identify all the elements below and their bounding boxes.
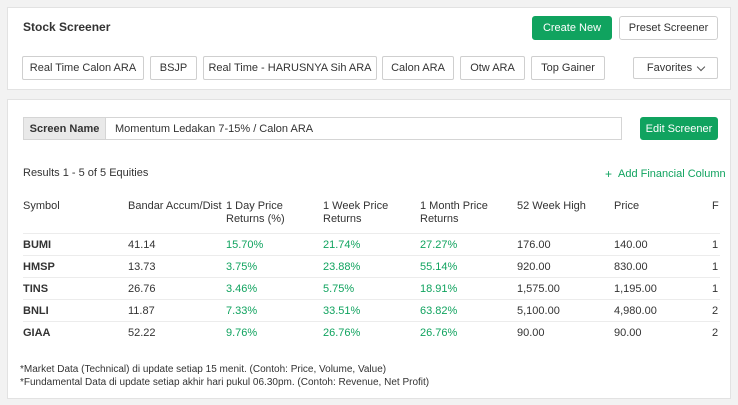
preset-chip[interactable]: Real Time - HARUSNYA Sih ARA (203, 56, 377, 80)
col-header-partial[interactable]: F (712, 200, 719, 212)
cell-1week: 21.74% (323, 233, 420, 256)
cell-52week: 176.00 (517, 233, 614, 256)
cell-bandar: 11.87 (128, 299, 226, 322)
cell-1month: 55.14% (420, 255, 517, 278)
chevron-down-icon (696, 62, 706, 71)
cell-1month: 26.76% (420, 321, 517, 343)
page-title: Stock Screener (23, 20, 111, 34)
preset-chip[interactable]: Calon ARA (382, 56, 454, 80)
col-header-1month[interactable]: 1 Month Price Returns (420, 200, 488, 225)
cell-52week: 920.00 (517, 255, 614, 278)
preset-chip[interactable]: Real Time Calon ARA (22, 56, 144, 80)
favorites-label: Favorites (646, 62, 693, 74)
cell-price: 4,980.00 (614, 299, 712, 322)
cell-52week: 5,100.00 (517, 299, 614, 322)
equities-table: Symbol Bandar Accum/Dist 1 Day Price Ret… (23, 200, 720, 343)
preset-screener-button[interactable]: Preset Screener (619, 16, 718, 40)
preset-chip[interactable]: Otw ARA (460, 56, 525, 80)
note-market-data: *Market Data (Technical) di update setia… (20, 364, 387, 375)
cell-1month: 18.91% (420, 277, 517, 300)
cell-52week: 90.00 (517, 321, 614, 343)
cell-1week: 33.51% (323, 299, 420, 322)
cell-1day: 3.46% (226, 277, 323, 300)
cell-symbol[interactable]: GIAA (23, 321, 128, 343)
cell-symbol[interactable]: TINS (23, 277, 128, 300)
plus-icon: + (605, 167, 613, 181)
cell-1day: 7.33% (226, 299, 323, 322)
data-update-notes: *Market Data (Technical) di update setia… (20, 363, 429, 389)
cell-price: 140.00 (614, 233, 712, 256)
cell-partial: 1 (712, 255, 720, 278)
col-header-symbol[interactable]: Symbol (23, 200, 60, 212)
cell-symbol[interactable]: BUMI (23, 233, 128, 256)
cell-price: 830.00 (614, 255, 712, 278)
screener-header-panel: Stock Screener Create New Preset Screene… (7, 7, 731, 90)
edit-screener-button[interactable]: Edit Screener (640, 117, 718, 140)
table-header-row: Symbol Bandar Accum/Dist 1 Day Price Ret… (23, 200, 720, 234)
cell-partial: 2 (712, 299, 720, 322)
cell-symbol[interactable]: BNLI (23, 299, 128, 322)
cell-1day: 9.76% (226, 321, 323, 343)
col-header-bandar[interactable]: Bandar Accum/Dist (128, 200, 222, 212)
cell-bandar: 26.76 (128, 277, 226, 300)
cell-partial: 2 (712, 321, 720, 343)
screen-name-value: Momentum Ledakan 7-15% / Calon ARA (115, 122, 314, 135)
cell-1week: 26.76% (323, 321, 420, 343)
col-header-1day[interactable]: 1 Day Price Returns (%) (226, 200, 285, 225)
cell-bandar: 41.14 (128, 233, 226, 256)
screen-name-field: Screen Name Momentum Ledakan 7-15% / Cal… (23, 117, 622, 140)
cell-price: 1,195.00 (614, 277, 712, 300)
cell-1day: 3.75% (226, 255, 323, 278)
cell-symbol[interactable]: HMSP (23, 255, 128, 278)
cell-partial: 1 (712, 277, 720, 300)
table-row[interactable]: HMSP 13.73 3.75% 23.88% 55.14% 920.00 83… (23, 255, 720, 278)
cell-partial: 1 (712, 233, 720, 256)
results-count: Results 1 - 5 of 5 Equities (23, 167, 149, 179)
preset-chip[interactable]: Top Gainer (531, 56, 605, 80)
table-row[interactable]: GIAA 52.22 9.76% 26.76% 26.76% 90.00 90.… (23, 321, 720, 343)
table-row[interactable]: TINS 26.76 3.46% 5.75% 18.91% 1,575.00 1… (23, 277, 720, 300)
screen-name-label: Screen Name (24, 118, 106, 139)
screener-results-panel: Screen Name Momentum Ledakan 7-15% / Cal… (7, 99, 731, 399)
cell-bandar: 52.22 (128, 321, 226, 343)
cell-1day: 15.70% (226, 233, 323, 256)
note-fundamental-data: *Fundamental Data di update setiap akhir… (20, 377, 430, 388)
create-new-button[interactable]: Create New (532, 16, 612, 40)
favorites-dropdown[interactable]: Favorites (633, 57, 718, 79)
cell-1month: 27.27% (420, 233, 517, 256)
cell-1week: 5.75% (323, 277, 420, 300)
table-row[interactable]: BNLI 11.87 7.33% 33.51% 63.82% 5,100.00 … (23, 299, 720, 322)
add-financial-column-link[interactable]: + Add Financial Column (605, 167, 726, 181)
col-header-1week[interactable]: 1 Week Price Returns (323, 200, 389, 225)
cell-1week: 23.88% (323, 255, 420, 278)
cell-1month: 63.82% (420, 299, 517, 322)
cell-bandar: 13.73 (128, 255, 226, 278)
col-header-price[interactable]: Price (614, 200, 640, 212)
table-row[interactable]: BUMI 41.14 15.70% 21.74% 27.27% 176.00 1… (23, 233, 720, 256)
cell-52week: 1,575.00 (517, 277, 614, 300)
preset-chip[interactable]: BSJP (150, 56, 197, 80)
add-financial-column-label: Add Financial Column (618, 168, 726, 180)
col-header-52week[interactable]: 52 Week High (517, 200, 586, 212)
cell-price: 90.00 (614, 321, 712, 343)
